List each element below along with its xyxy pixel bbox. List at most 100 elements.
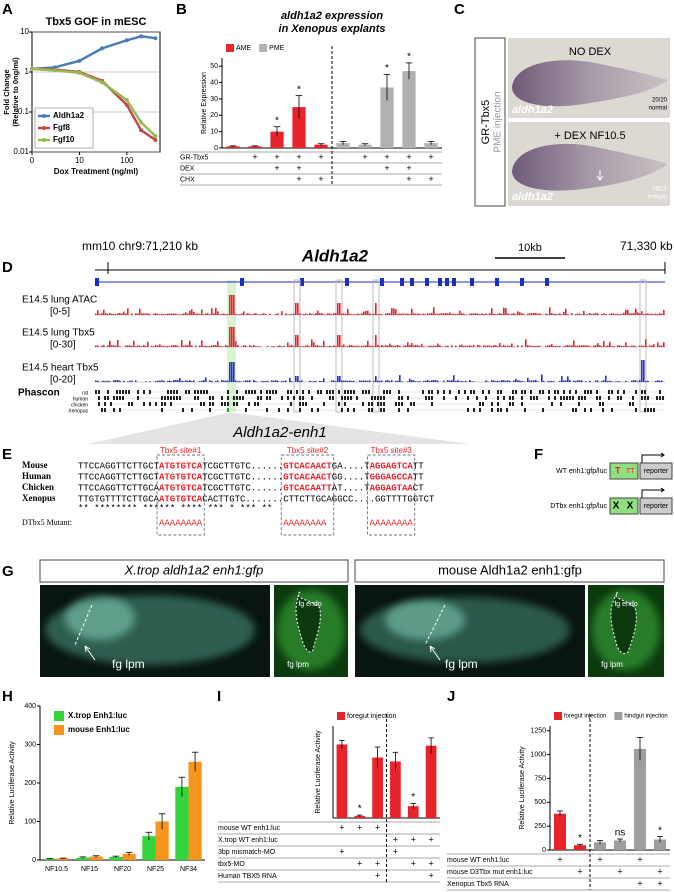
conservation (305, 402, 307, 406)
signal (247, 380, 249, 382)
signal (445, 345, 447, 347)
conservation (248, 390, 250, 394)
signal (517, 380, 519, 382)
signal (649, 313, 651, 315)
signal (107, 313, 109, 315)
signal (181, 314, 183, 315)
y-tick-label: 200 (24, 780, 36, 787)
signal (595, 345, 597, 347)
signal (399, 313, 401, 315)
signal (253, 345, 255, 347)
signal (381, 380, 383, 382)
signal (541, 314, 543, 315)
signal (255, 381, 257, 382)
signal (97, 310, 99, 315)
signal (179, 377, 181, 382)
signal (189, 340, 191, 347)
signal (619, 381, 621, 382)
signal (469, 345, 471, 347)
signal (113, 345, 115, 347)
conservation (170, 402, 172, 406)
point (52, 68, 57, 73)
signal (277, 380, 279, 382)
conservation (122, 390, 124, 394)
conservation (191, 408, 193, 412)
signal (285, 380, 287, 382)
signal (197, 313, 199, 315)
signal (397, 380, 399, 382)
signal (641, 360, 643, 382)
signal (271, 346, 273, 347)
signal (311, 313, 313, 315)
conservation (377, 396, 379, 400)
signal (345, 380, 347, 382)
signal (131, 313, 133, 315)
conservation (266, 390, 268, 394)
signal (587, 314, 589, 315)
signal (349, 313, 351, 315)
signal (371, 345, 373, 347)
bar (270, 131, 284, 148)
signal (105, 381, 107, 382)
signal (311, 339, 313, 347)
reporter-box (639, 462, 673, 480)
signal (643, 345, 645, 347)
conservation (473, 390, 475, 394)
signal (265, 381, 267, 382)
construct-name: WT enh1:gfp/luc (556, 468, 607, 475)
signal (237, 314, 239, 315)
signal (555, 345, 557, 347)
signal (531, 380, 533, 382)
condition-mark: + (296, 152, 301, 162)
exon (520, 278, 524, 286)
conservation (329, 396, 331, 400)
signal (563, 380, 565, 382)
signal (169, 346, 171, 347)
signal (433, 380, 435, 382)
signal (325, 314, 327, 315)
conservation (563, 396, 565, 400)
signal (499, 381, 501, 382)
conservation (428, 396, 430, 400)
conservation (584, 390, 586, 394)
signal (529, 380, 531, 382)
conservation (161, 402, 163, 406)
dashed-line (74, 604, 93, 646)
signal (445, 313, 447, 315)
signal (423, 313, 425, 315)
signal (473, 381, 475, 382)
signal (235, 380, 237, 382)
conservation (227, 402, 229, 406)
sequence: CT (413, 483, 424, 493)
conservation (254, 390, 256, 394)
signal (461, 313, 463, 315)
signal (499, 313, 501, 315)
signal (551, 313, 553, 315)
signal (289, 345, 291, 347)
exon (240, 278, 244, 286)
conservation (560, 396, 562, 400)
sequence: TTCCAGGTTCTTGCT (78, 461, 160, 471)
signal (309, 313, 311, 315)
signal (267, 380, 269, 382)
signal (549, 345, 551, 347)
conservation (113, 396, 115, 400)
conservation (428, 390, 430, 394)
signal (551, 380, 553, 382)
signal (575, 345, 577, 347)
signal (159, 314, 161, 315)
signal (437, 380, 439, 382)
condition-mark: + (428, 834, 433, 844)
conservation (524, 390, 526, 394)
signal (395, 380, 397, 382)
signal (115, 314, 117, 315)
signal (465, 380, 467, 382)
signal (147, 341, 149, 347)
condition-mark: + (617, 866, 622, 876)
signal (473, 345, 475, 347)
signal (157, 380, 159, 382)
signal (289, 314, 291, 315)
signal (639, 345, 641, 347)
conservation (317, 390, 319, 394)
legend-swatch (54, 725, 64, 735)
